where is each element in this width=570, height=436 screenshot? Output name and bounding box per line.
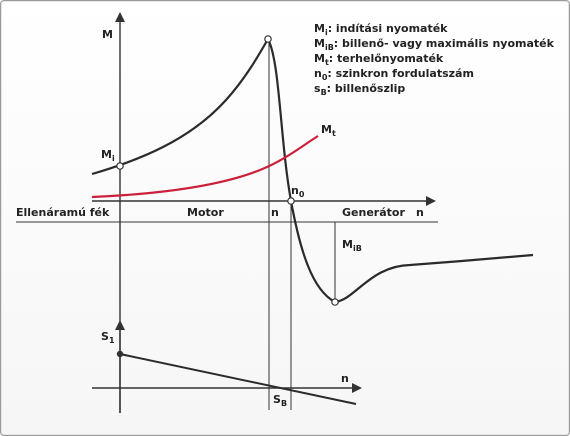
legend-item-mi: Mi: indítási nyomaték — [314, 22, 448, 37]
point-breakdown — [264, 35, 272, 43]
legend: Mi: indítási nyomaték MiB: billenő- vagy… — [314, 22, 555, 97]
load-torque-curve — [91, 135, 319, 199]
mib-label: MiB — [342, 238, 362, 253]
point-mi — [116, 162, 124, 170]
slip-line — [119, 353, 357, 405]
point-s1 — [116, 350, 124, 358]
n0-label: n0 — [291, 184, 305, 199]
n-mark-label: n — [271, 206, 279, 219]
legend-item-sb: sB: billenőszlip — [314, 82, 405, 97]
y-axis-label: M — [102, 28, 113, 41]
region-brake: Ellenáramú fék — [16, 206, 110, 219]
point-n0 — [287, 197, 295, 205]
s1-label: S1 — [101, 330, 115, 345]
lower-x-axis-label: n — [341, 372, 349, 385]
mi-label: Mi — [101, 148, 115, 163]
legend-item-n0: n0: szinkron fordulatszám — [314, 67, 474, 82]
sb-label: SB — [273, 393, 287, 408]
region-generator: Generátor — [342, 206, 405, 219]
region-motor: Motor — [187, 206, 224, 219]
legend-item-mt: Mt: terhelőnyomaték — [314, 52, 444, 67]
x-axis-label: n — [416, 206, 424, 219]
legend-item-mib: MiB: billenő- vagy maximális nyomaték — [314, 37, 555, 52]
point-mib — [331, 298, 339, 306]
mt-label: Mt — [321, 123, 336, 138]
